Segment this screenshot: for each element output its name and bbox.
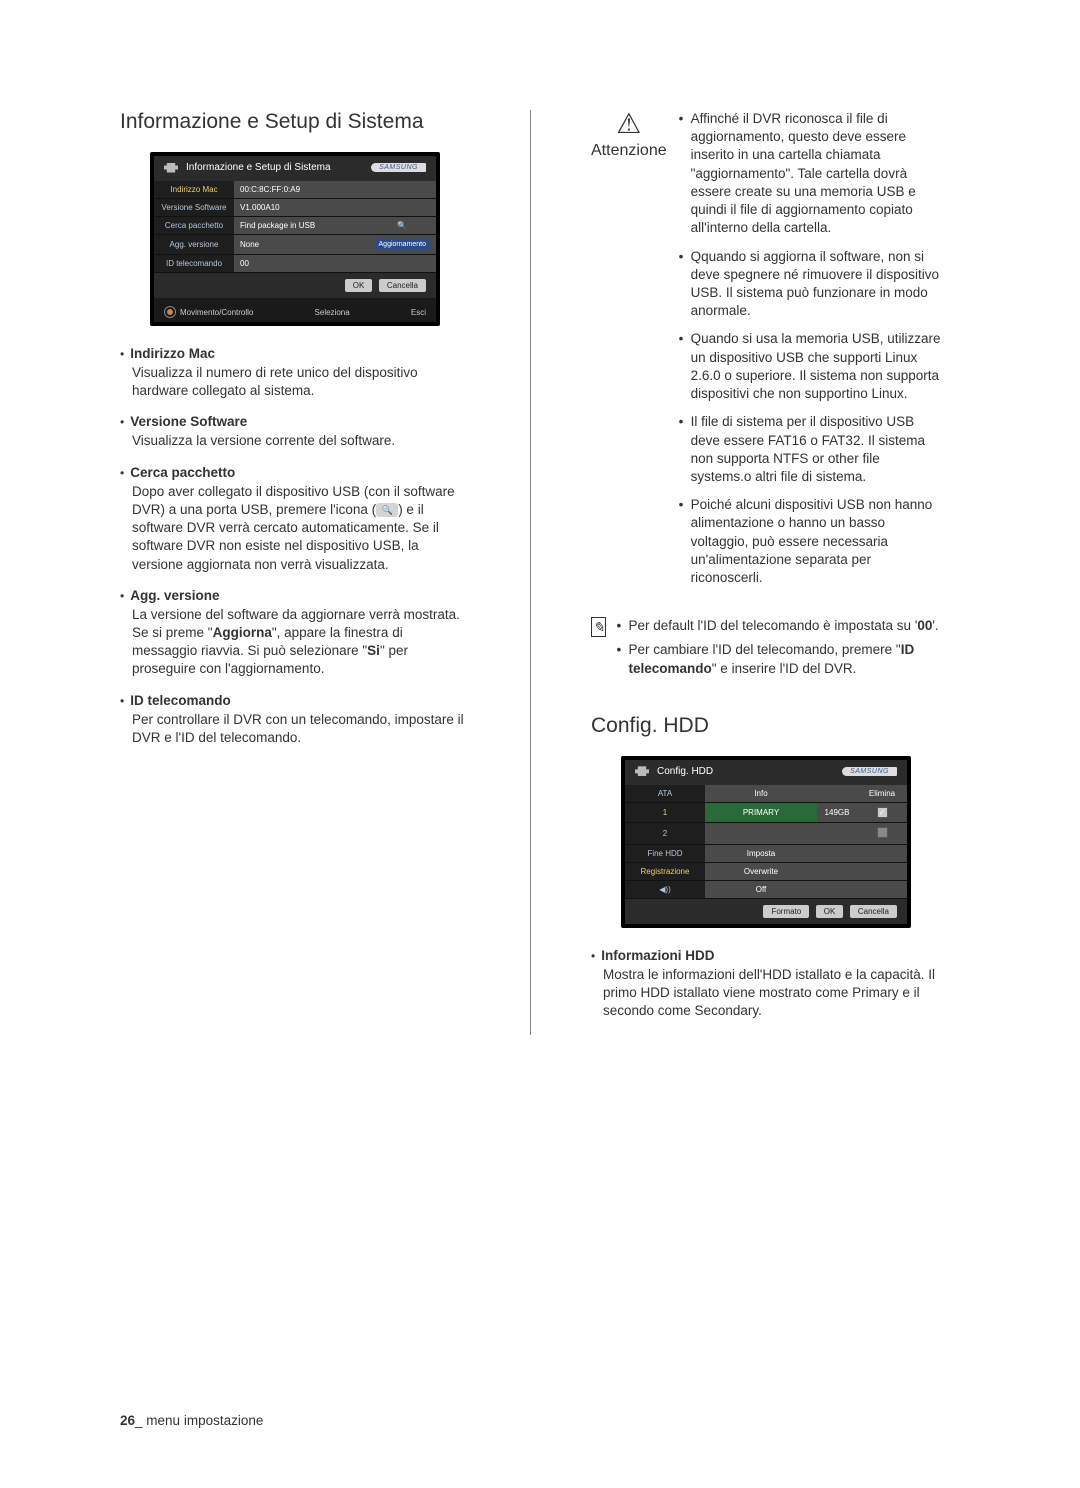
caution-block: ⚠ Attenzione Affinché il DVR riconosca i…: [591, 110, 941, 597]
row-id-label: ID telecomando: [154, 255, 234, 273]
row-sw-value: V1.000A10: [234, 199, 436, 217]
heading-system-info: Informazione e Setup di Sistema: [120, 110, 470, 134]
note-icon: ✎: [591, 617, 606, 637]
cancel-button[interactable]: Cancella: [850, 905, 897, 918]
hdd-col-delete: Elimina: [857, 785, 907, 803]
row-pkg-value[interactable]: Find package in USB: [234, 217, 369, 235]
def-sw-body: Visualizza la versione corrente del soft…: [132, 432, 470, 450]
panel-title: Informazione e Setup di Sistema: [186, 162, 331, 173]
heading-hdd-config: Config. HDD: [591, 714, 941, 738]
note-block: ✎ Per default l'ID del telecomando è imp…: [591, 617, 941, 684]
ok-button[interactable]: OK: [345, 279, 373, 292]
hdd-end-label: Fine HDD: [625, 844, 705, 862]
def-hdd-body: Mostra le informazioni dell'HDD istallat…: [603, 966, 941, 1021]
hdd-end-value[interactable]: Imposta: [705, 844, 817, 862]
hdd-snd-value[interactable]: Off: [705, 880, 817, 898]
def-upd-body: La versione del software da aggiornare v…: [132, 606, 470, 679]
def-sw-title: Versione Software: [130, 414, 247, 429]
caution-icon: ⚠: [591, 110, 667, 138]
panel-hdd-config: Config. HDD SAMSUNG ATA Info Elimina 1 P…: [621, 756, 911, 928]
nav-icon: [164, 306, 176, 318]
footer-exit: Esci: [411, 308, 426, 317]
caution-item: Quando si usa la memoria USB, utilizzare…: [679, 330, 941, 403]
def-id-body: Per controllare il DVR con un telecomand…: [132, 711, 470, 747]
def-id-title: ID telecomando: [130, 693, 231, 708]
ok-button[interactable]: OK: [816, 905, 844, 918]
definitions-list: •Indirizzo Mac Visualizza il numero di r…: [120, 346, 470, 747]
row-mac-value: 00:C:8C:FF:0:A9: [234, 181, 436, 199]
def-upd-title: Agg. versione: [130, 588, 219, 603]
row-id-value[interactable]: 00: [234, 255, 436, 273]
caution-list: Affinché il DVR riconosca il file di agg…: [679, 110, 941, 597]
update-button[interactable]: Aggiornamento: [375, 239, 430, 250]
row-sw-label: Versione Software: [154, 199, 234, 217]
cancel-button[interactable]: Cancella: [379, 279, 426, 292]
page-footer: 26_ menu impostazione: [120, 1413, 263, 1428]
section-name: menu impostazione: [143, 1413, 264, 1428]
hdd-panel-title: Config. HDD: [657, 766, 713, 777]
row-pkg-label: Cerca pacchetto: [154, 217, 234, 235]
page-number: 26: [120, 1413, 135, 1428]
row-upd-label: Agg. versione: [154, 235, 234, 255]
column-divider: [530, 110, 531, 1035]
format-button[interactable]: Formato: [763, 905, 809, 918]
caution-item: Qquando si aggiorna il software, non si …: [679, 248, 941, 321]
footer-select: Seleziona: [315, 308, 350, 317]
hdd-row2-check[interactable]: [877, 827, 888, 838]
row-upd-value: None: [234, 235, 369, 255]
panel-system-info: Informazione e Setup di Sistema SAMSUNG …: [150, 152, 440, 326]
hdd-col-info: Info: [705, 785, 817, 803]
note-item: Per cambiare l'ID del telecomando, preme…: [616, 641, 941, 677]
hdd-row1-num: 1: [625, 802, 705, 822]
caution-item: Il file di sistema per il dispositivo US…: [679, 413, 941, 486]
def-mac-body: Visualizza il numero di rete unico del d…: [132, 364, 470, 400]
row-mac-label: Indirizzo Mac: [154, 181, 234, 199]
footer-nav: Movimento/Controllo: [180, 308, 253, 317]
def-hdd-title: Informazioni HDD: [601, 948, 714, 963]
inline-search-icon: 🔍: [376, 503, 398, 517]
search-icon-cell[interactable]: 🔍: [369, 217, 436, 235]
brand-badge: SAMSUNG: [371, 163, 426, 172]
def-pkg-title: Cerca pacchetto: [130, 465, 235, 480]
hdd-row1-info[interactable]: PRIMARY: [705, 802, 817, 822]
settings-icon: [164, 163, 178, 173]
caution-item: Poiché alcuni dispositivi USB non hanno …: [679, 496, 941, 587]
def-mac-title: Indirizzo Mac: [130, 346, 215, 361]
def-pkg-body: Dopo aver collegato il dispositivo USB (…: [132, 483, 470, 574]
hdd-row2-num: 2: [625, 822, 705, 844]
caution-label: Attenzione: [591, 142, 667, 160]
settings-icon: [635, 766, 649, 776]
note-item: Per default l'ID del telecomando è impos…: [616, 617, 941, 635]
hdd-rec-label: Registrazione: [625, 862, 705, 880]
search-icon: 🔍: [397, 221, 407, 230]
hdd-row1-size: 149GB: [817, 802, 857, 822]
caution-item: Affinché il DVR riconosca il file di agg…: [679, 110, 941, 238]
hdd-col-ata: ATA: [625, 785, 705, 803]
brand-badge: SAMSUNG: [842, 767, 897, 776]
hdd-snd-label: ◀)): [625, 880, 705, 898]
hdd-rec-value[interactable]: Overwrite: [705, 862, 817, 880]
hdd-row1-check[interactable]: ✓: [877, 807, 888, 818]
